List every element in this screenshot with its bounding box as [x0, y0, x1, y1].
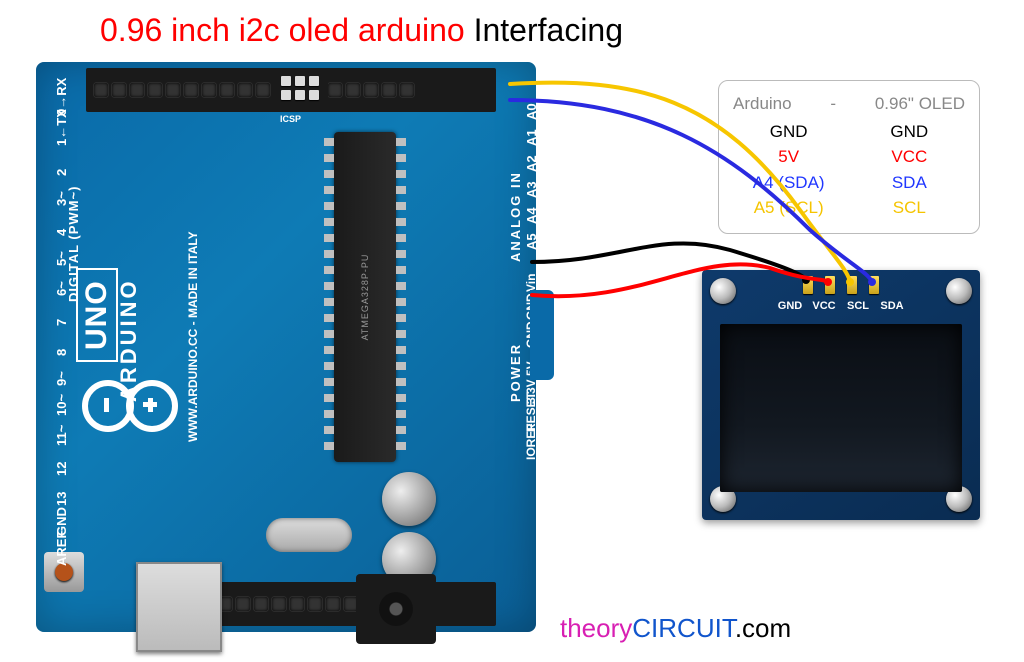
analog-pin-label: A3 — [524, 181, 539, 198]
usb-port — [136, 562, 222, 652]
arduino-uno-board: ICSP ATMEGA328P-PU UNO ARDUINO WWW.ARDUI… — [36, 62, 536, 632]
power-pin-label: Vin — [524, 274, 538, 292]
icsp-header — [272, 72, 328, 112]
digital-pin-label: 4 — [54, 229, 69, 236]
legend-header-sep: - — [830, 91, 836, 117]
arduino-logo-icon — [82, 376, 202, 432]
legend-row: A4 (SDA) SDA — [733, 170, 965, 196]
legend-row: A5 (SCL) SCL — [733, 195, 965, 221]
analog-pin-label: A2 — [524, 155, 539, 172]
diagram-title: 0.96 inch i2c oled arduino Interfacing — [100, 12, 623, 49]
digital-pin-label: 13 — [54, 492, 69, 506]
icsp-label: ICSP — [280, 114, 301, 124]
footer-dotcom: .com — [735, 613, 791, 643]
footer-circuit: CIRCUIT — [632, 613, 735, 643]
power-pin-label: IOREF — [524, 423, 538, 460]
legend-cell-arduino: A5 (SCL) — [733, 195, 844, 221]
digital-pin-label: 11~ — [54, 425, 69, 446]
legend-cell-arduino: GND — [733, 119, 844, 145]
watermark: theoryCIRCUIT.com — [560, 613, 791, 644]
chip-label: ATMEGA328P-PU — [360, 254, 370, 341]
legend-row: GND GND — [733, 119, 965, 145]
screw-icon — [710, 278, 736, 304]
digital-pin-label: 7 — [54, 319, 69, 326]
screw-icon — [946, 278, 972, 304]
oled-pin-vcc: VCC — [810, 300, 838, 312]
legend-row: 5V VCC — [733, 144, 965, 170]
oled-screen — [720, 324, 962, 492]
digital-pin-label: 2 — [54, 169, 69, 176]
digital-pin-label: 8 — [54, 349, 69, 356]
crystal-oscillator — [266, 518, 352, 552]
oled-pin-header — [803, 276, 879, 294]
legend-header-oled: 0.96" OLED — [875, 91, 965, 117]
digital-pin-label: AREF — [54, 531, 69, 566]
dc-power-jack — [356, 574, 436, 644]
analog-pin-label: A1 — [524, 129, 539, 146]
legend-header-arduino: Arduino — [733, 91, 792, 117]
footer-theory: theory — [560, 613, 632, 643]
legend-cell-arduino: A4 (SDA) — [733, 170, 844, 196]
power-section-label: POWER — [508, 343, 523, 402]
power-pin-label: GND — [524, 293, 538, 320]
oled-module: GND VCC SCL SDA — [702, 270, 980, 520]
digital-pin-label: 9~ — [54, 371, 69, 386]
digital-pin-label: 3~ — [54, 191, 69, 206]
uno-label: UNO — [76, 268, 118, 362]
power-pin-label: 5V — [524, 361, 538, 376]
legend-cell-oled: SCL — [854, 195, 965, 221]
pin-mapping-legend: Arduino - 0.96" OLED GNDGND5VVCCA4 (SDA)… — [718, 80, 980, 234]
digital-pin-label: 12 — [54, 462, 69, 476]
legend-cell-oled: SDA — [854, 170, 965, 196]
digital-pin-label: 10~ — [54, 394, 69, 416]
legend-cell-arduino: 5V — [733, 144, 844, 170]
analog-pin-label: A5 — [524, 233, 539, 250]
oled-pin-gnd: GND — [776, 300, 804, 312]
title-part-1: 0.96 inch i2c oled arduino — [100, 12, 465, 48]
analog-pin-label: A0 — [524, 103, 539, 120]
analog-pin-label: A4 — [524, 207, 539, 224]
digital-pin-label: 1←TX — [54, 109, 69, 146]
capacitor-1 — [382, 472, 436, 526]
oled-pin-sda: SDA — [878, 300, 906, 312]
power-pin-label: GND — [524, 321, 538, 348]
digital-pin-label: 6~ — [54, 281, 69, 296]
digital-pin-label: 5~ — [54, 251, 69, 266]
atmega-chip: ATMEGA328P-PU — [334, 132, 396, 462]
analog-section-label: ANALOG IN — [508, 171, 523, 262]
oled-pin-scl: SCL — [844, 300, 872, 312]
title-part-2: Interfacing — [474, 12, 623, 48]
legend-cell-oled: VCC — [854, 144, 965, 170]
legend-cell-oled: GND — [854, 119, 965, 145]
oled-pin-labels: GND VCC SCL SDA — [776, 300, 906, 312]
url-text: WWW.ARDUINO.CC - MADE IN ITALY — [186, 231, 200, 442]
